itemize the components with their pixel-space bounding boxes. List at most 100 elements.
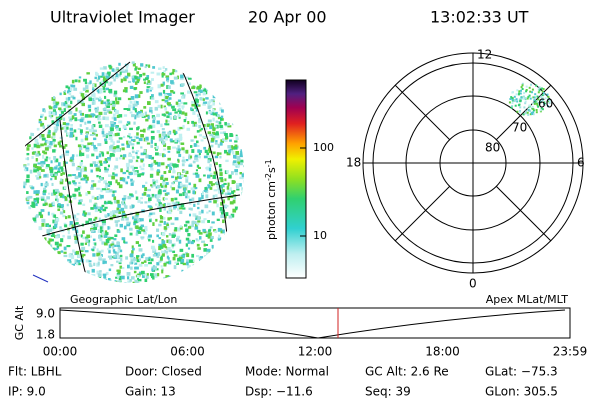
pixel — [213, 229, 217, 232]
hour-label: 12 — [477, 48, 492, 62]
pixel — [194, 156, 198, 160]
pixel — [25, 178, 30, 183]
pixel — [141, 115, 146, 118]
pixel — [173, 265, 177, 270]
pixel — [214, 125, 218, 128]
pixel — [188, 164, 193, 167]
pixel — [88, 114, 92, 118]
pixel — [113, 190, 117, 193]
pixel — [56, 121, 59, 125]
pixel — [139, 91, 143, 94]
pixel — [98, 255, 103, 259]
pixel — [181, 147, 185, 151]
pixel — [195, 239, 200, 242]
pixel — [82, 165, 86, 170]
pixel — [209, 172, 213, 175]
pixel — [135, 115, 140, 118]
pixel — [209, 104, 213, 109]
pixel — [127, 195, 132, 200]
pixel — [82, 236, 87, 240]
pixel — [163, 114, 166, 117]
pixel — [164, 197, 168, 200]
pixel — [108, 244, 112, 248]
pixel — [99, 210, 102, 213]
pixel — [174, 227, 177, 231]
pixel — [79, 162, 84, 165]
pixel — [235, 172, 238, 176]
pixel — [150, 130, 155, 134]
pixel — [67, 215, 71, 219]
pixel — [176, 235, 181, 239]
pixel — [168, 239, 172, 244]
pixel — [197, 247, 201, 250]
pixel — [130, 182, 134, 186]
pixel — [77, 202, 82, 205]
pixel — [198, 117, 201, 121]
pixel — [108, 181, 112, 186]
pixel — [159, 208, 162, 212]
pixel — [46, 224, 50, 227]
pixel — [220, 116, 223, 121]
pixel — [214, 155, 219, 159]
pixel — [129, 279, 132, 282]
pixel — [198, 256, 203, 260]
pixel — [77, 99, 81, 104]
pixel — [115, 67, 119, 70]
pixel — [521, 88, 524, 90]
pixel — [35, 197, 40, 200]
pixel — [135, 150, 140, 153]
pixel — [197, 144, 200, 148]
pixel — [54, 160, 57, 163]
pixel — [134, 94, 139, 99]
pixel — [106, 99, 110, 102]
pixel — [163, 154, 166, 157]
pixel — [167, 85, 171, 90]
pixel — [239, 172, 243, 175]
pixel — [226, 186, 229, 190]
pixel — [65, 153, 69, 156]
pixel — [146, 75, 150, 79]
pixel — [98, 121, 101, 124]
pixel — [101, 152, 105, 157]
pixel — [23, 181, 27, 186]
pixel — [107, 213, 110, 217]
pixel — [164, 177, 169, 181]
pixel — [228, 215, 233, 219]
pixel — [108, 64, 112, 68]
pixel — [118, 184, 123, 189]
x-tick-label: 18:00 — [425, 345, 460, 359]
pixel — [78, 76, 82, 79]
pixel — [189, 155, 193, 159]
pixel — [172, 167, 175, 172]
pixel — [217, 143, 220, 148]
pixel — [242, 190, 244, 194]
pixel — [235, 164, 238, 168]
pixel — [122, 282, 127, 283]
pixel — [88, 260, 92, 263]
pixel — [104, 158, 108, 162]
pixel — [181, 105, 185, 108]
pixel — [23, 185, 26, 189]
pixel — [158, 137, 163, 142]
pixel — [55, 198, 59, 201]
pixel — [33, 164, 37, 168]
pixel — [196, 262, 200, 266]
pixel — [192, 264, 196, 267]
pixel — [85, 259, 90, 263]
status-field: Gain: 13 — [125, 385, 176, 399]
pixel — [84, 242, 87, 245]
pixel — [61, 208, 65, 211]
pixel — [96, 88, 100, 92]
pixel — [161, 267, 164, 272]
pixel — [164, 99, 169, 103]
pixel — [105, 87, 109, 91]
pixel — [126, 166, 130, 171]
pixel — [239, 159, 244, 163]
pixel — [51, 238, 54, 242]
status-field: Door: Closed — [125, 365, 202, 379]
pixel — [520, 86, 523, 89]
pixel — [133, 135, 137, 139]
pixel — [77, 128, 81, 131]
pixel — [54, 166, 58, 170]
pixel — [168, 249, 173, 253]
